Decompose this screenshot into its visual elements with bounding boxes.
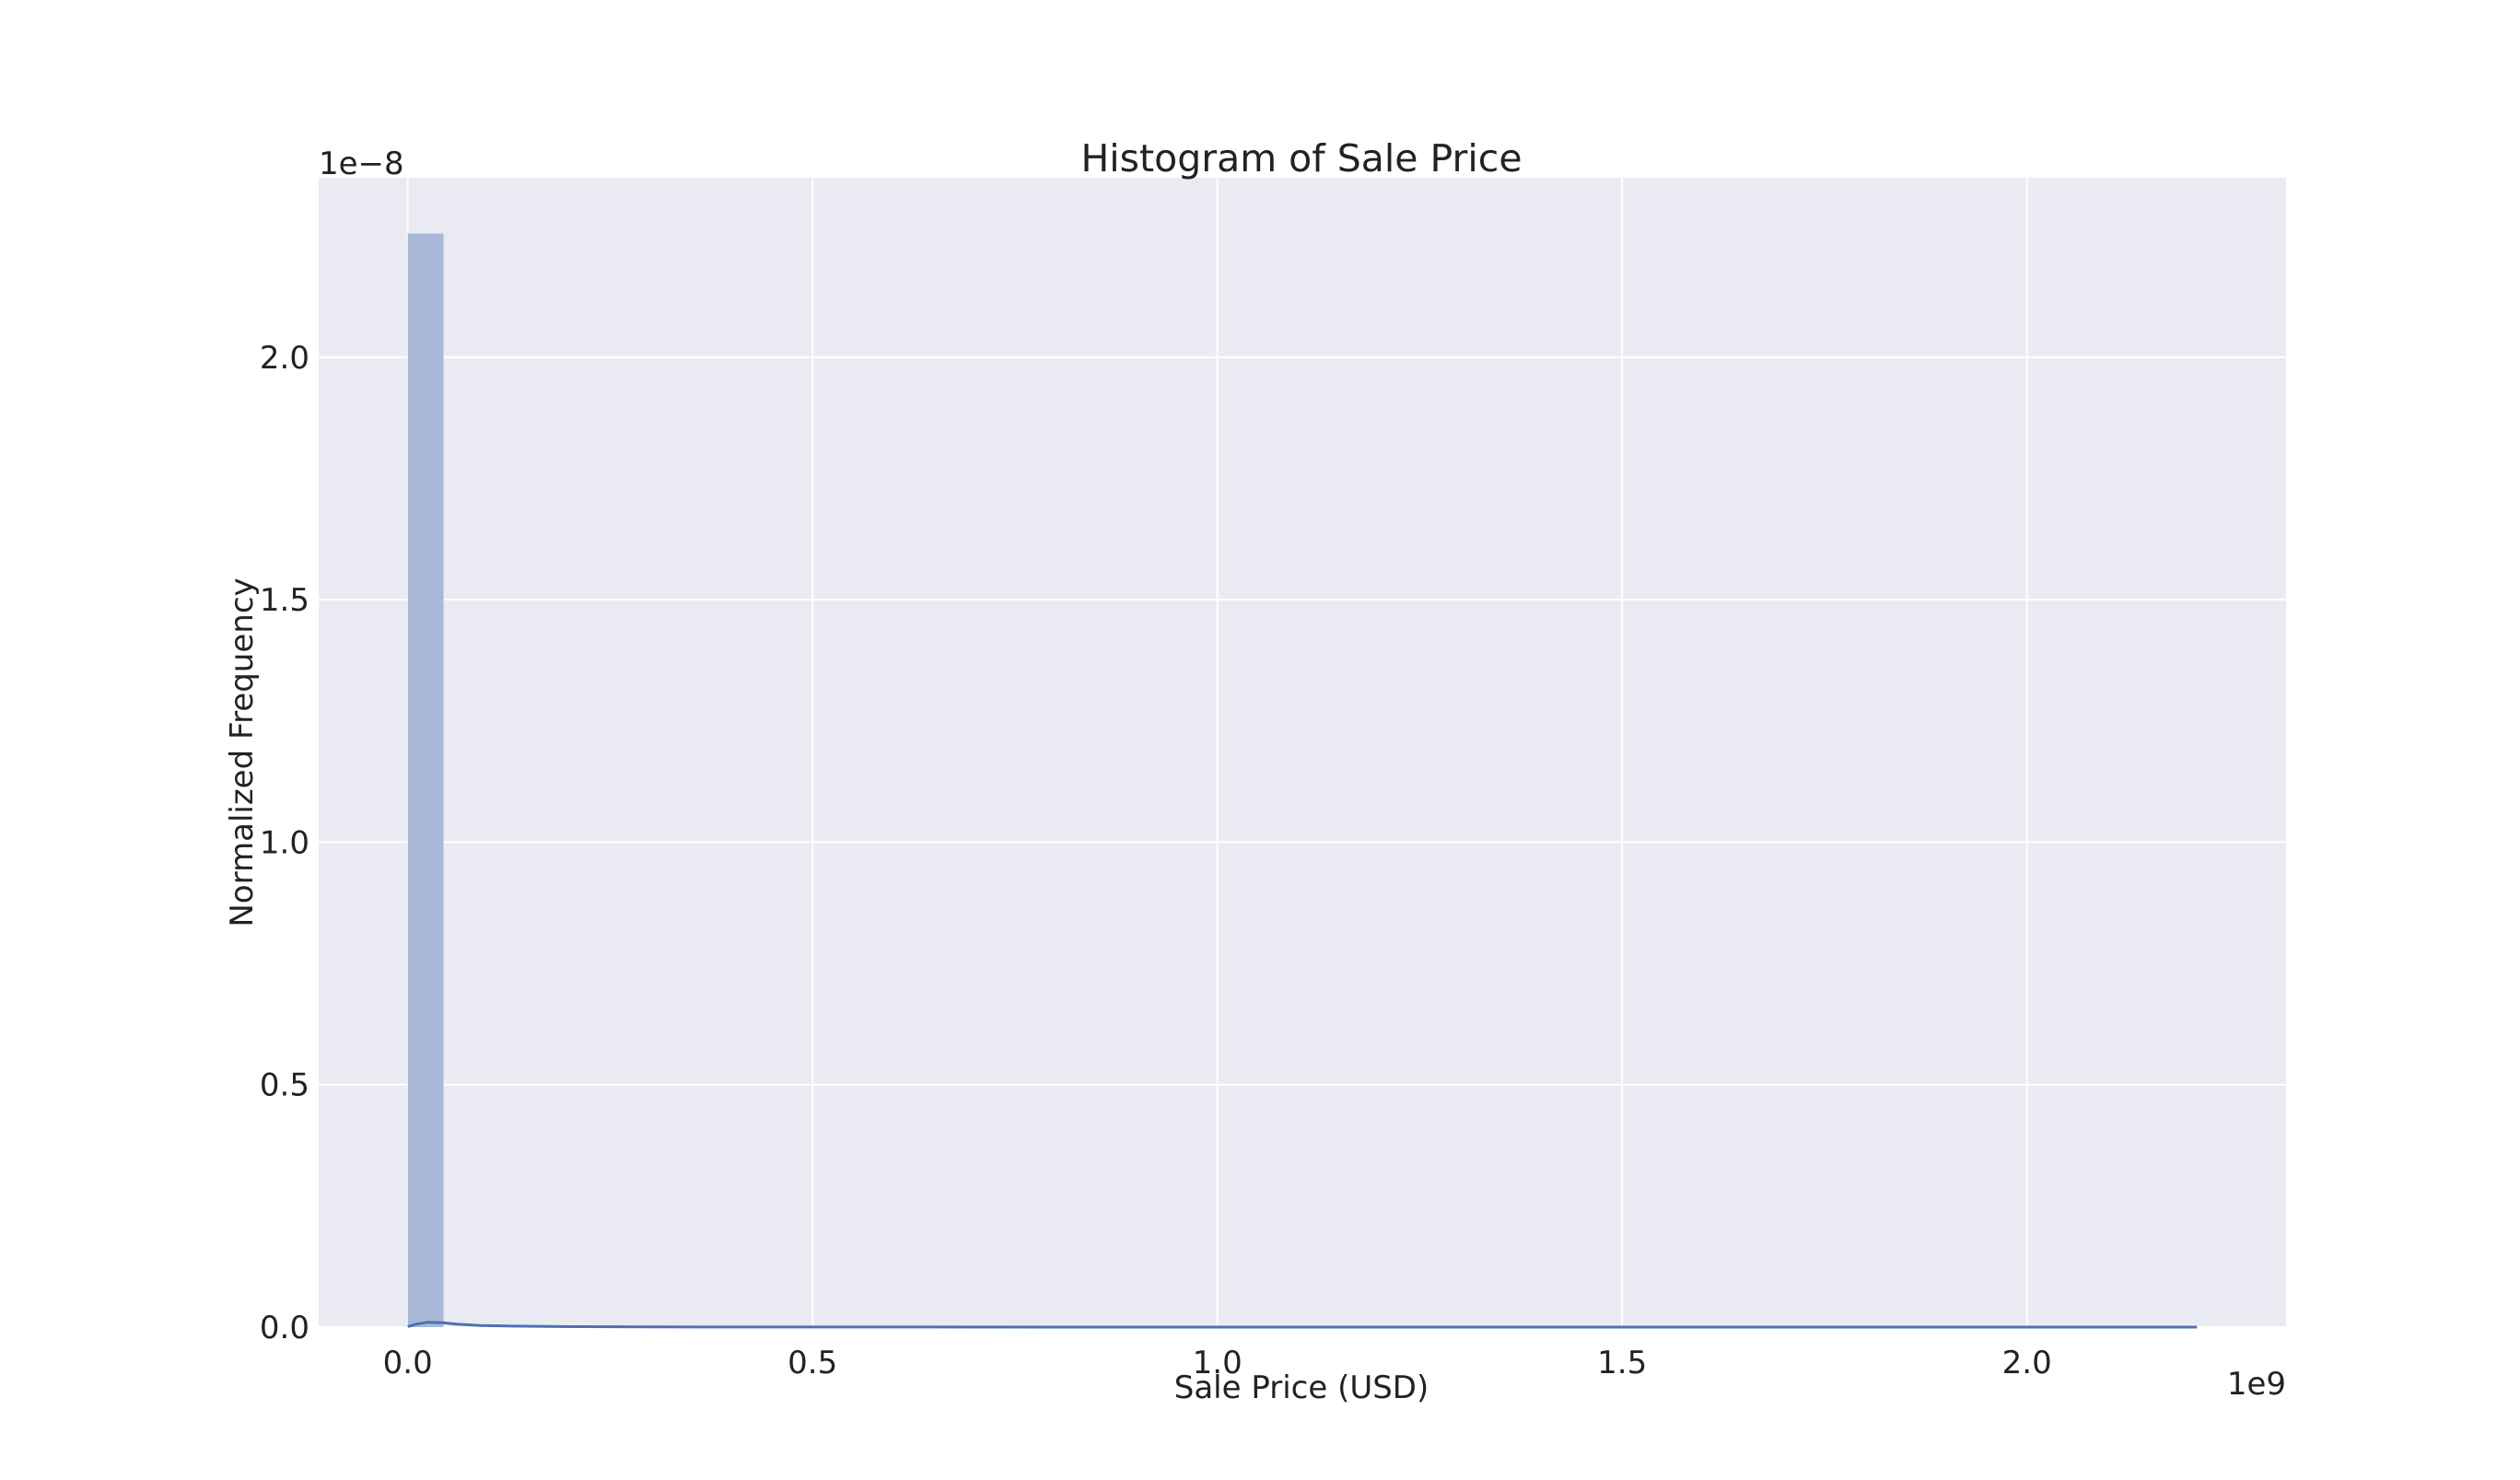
y-axis-label: Normalized Frequency [224, 577, 261, 926]
plot-area-background [319, 178, 2286, 1327]
x-tick-label: 0.5 [788, 1345, 837, 1381]
chart-title: Histogram of Sale Price [1080, 136, 1522, 181]
histogram-bar [407, 233, 444, 1327]
x-tick-label: 1.0 [1193, 1345, 1242, 1381]
tick-labels: 0.0 0.5 1.0 1.5 2.0 0.0 0.5 1.0 1.5 2.0 [260, 340, 2052, 1381]
y-tick-label: 1.0 [260, 824, 309, 861]
y-tick-label: 0.5 [260, 1067, 309, 1104]
x-offset-text: 1e9 [2227, 1366, 2286, 1403]
kde-curve [407, 1321, 2198, 1329]
x-tick-label: 2.0 [2002, 1345, 2052, 1381]
y-tick-label: 0.0 [260, 1310, 309, 1346]
y-tick-label: 2.0 [260, 340, 309, 377]
y-tick-label: 1.5 [260, 582, 309, 619]
x-axis-label: Sale Price (USD) [1174, 1369, 1429, 1406]
histogram-bars [407, 233, 444, 1327]
y-offset-text: 1e−8 [319, 146, 404, 182]
x-tick-label: 1.5 [1597, 1345, 1647, 1381]
x-tick-label: 0.0 [383, 1345, 433, 1381]
